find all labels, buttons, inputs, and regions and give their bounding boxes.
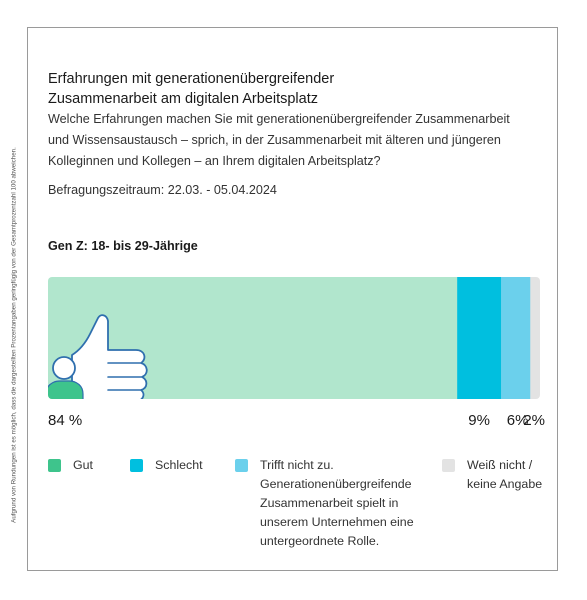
- chart-title: Erfahrungen mit generationenübergreifend…: [48, 69, 528, 109]
- bar-segment-2: [501, 277, 531, 399]
- legend-label-trifft-nicht-zu: Trifft nicht zu. Generationenübergreifen…: [260, 456, 414, 551]
- legend-item-weiss-nicht: Weiß nicht / keine Angabe: [442, 458, 542, 494]
- legend-item-trifft-nicht-zu: Trifft nicht zu. Generationenübergreifen…: [235, 458, 414, 551]
- legend-item-gut: Gut: [48, 458, 93, 475]
- thumbs-up-icon: [48, 314, 148, 399]
- legend-item-schlecht: Schlecht: [130, 458, 203, 475]
- value-label-1: 9%: [468, 412, 490, 429]
- legend-label-line: Generationenübergreifende: [260, 477, 412, 491]
- bar-segment-3: [530, 277, 540, 399]
- legend-label-line: keine Angabe: [467, 477, 543, 491]
- legend-label-weiss-nicht: Weiß nicht / keine Angabe: [467, 456, 542, 494]
- legend-swatch-weiss-nicht: [442, 459, 455, 472]
- survey-question-line-1: Welche Erfahrungen machen Sie mit genera…: [48, 112, 510, 126]
- legend-swatch-schlecht: [130, 459, 143, 472]
- legend-label-line: untergeordnete Rolle.: [260, 534, 380, 548]
- legend-label-line: unserem Unternehmen eine: [260, 515, 414, 529]
- legend-label-line: Trifft nicht zu.: [260, 458, 334, 472]
- chart-title-line-1: Erfahrungen mit generationenübergreifend…: [48, 71, 335, 87]
- survey-question-line-3: Kolleginnen und Kollegen – an Ihrem digi…: [48, 154, 381, 168]
- legend-swatch-trifft-nicht-zu: [235, 459, 248, 472]
- legend-label-line: Zusammenarbeit spielt in: [260, 496, 399, 510]
- legend-label-line: Weiß nicht /: [467, 458, 533, 472]
- value-label-2: 6%: [507, 412, 529, 429]
- chart-card: Erfahrungen mit generationenübergreifend…: [27, 27, 558, 571]
- legend-label-gut: Gut: [73, 456, 93, 475]
- rounding-note-text: Aufgrund von Rundungen ist es möglich, d…: [10, 147, 18, 523]
- group-label: Gen Z: 18- bis 29-Jährige: [48, 239, 198, 253]
- legend-label-line: Schlecht: [155, 458, 203, 472]
- survey-period: Befragungszeitraum: 22.03. - 05.04.2024: [48, 183, 277, 197]
- legend-label-line: Gut: [73, 458, 93, 472]
- stacked-bar-chart: 84 % 9% 6%2%: [48, 277, 545, 429]
- legend-label-schlecht: Schlecht: [155, 456, 203, 475]
- value-label-3: 2%: [523, 412, 545, 429]
- person-head: [52, 356, 76, 380]
- chart-title-line-2: Zusammenarbeit am digitalen Arbeitsplatz: [48, 91, 318, 107]
- person-body: [48, 380, 84, 399]
- survey-question: Welche Erfahrungen machen Sie mit genera…: [48, 109, 548, 172]
- legend-swatch-gut: [48, 459, 61, 472]
- bar-segment-1: [457, 277, 502, 399]
- rounding-note: Aufgrund von Rundungen ist es möglich, d…: [0, 0, 28, 600]
- value-label-0: 84 %: [48, 412, 82, 429]
- thumbs-up-hand: [71, 314, 148, 399]
- survey-question-line-2: und Wissensaustausch – sprich, in der Zu…: [48, 133, 501, 147]
